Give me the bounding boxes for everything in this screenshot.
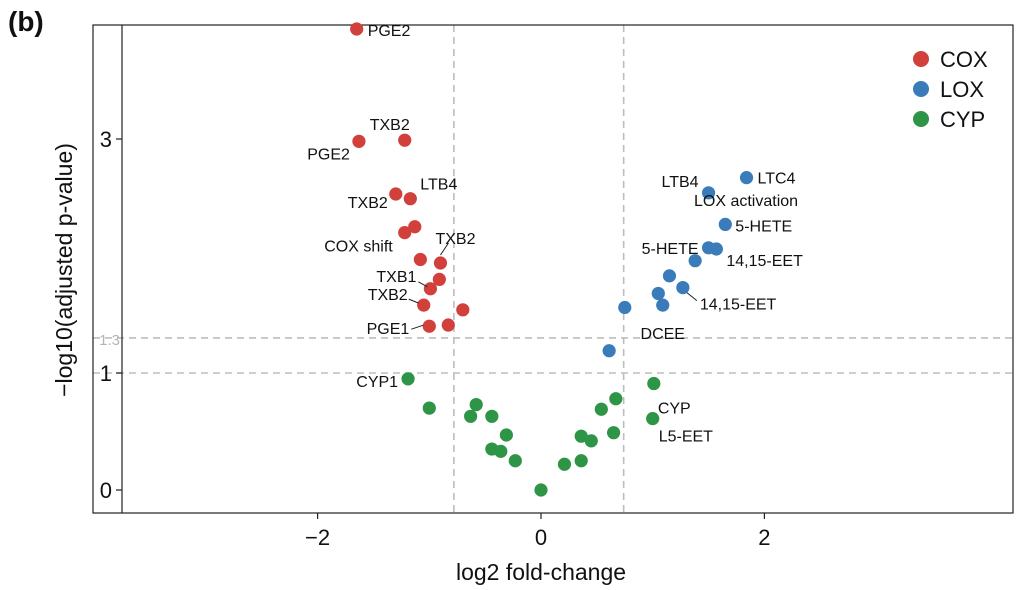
- cox-point: [389, 187, 403, 201]
- point-label: LTC4: [758, 171, 796, 188]
- cyp-point: [557, 457, 572, 471]
- point-label: PGE1: [367, 321, 410, 338]
- cox-point: [441, 318, 455, 332]
- lox-point: [688, 254, 702, 268]
- point-label: TXB2: [348, 195, 388, 212]
- point-label: DCEE: [641, 326, 685, 343]
- lox-point: [602, 344, 616, 358]
- point-label: CYP1: [356, 374, 398, 391]
- legend-marker-lox: [913, 81, 929, 97]
- legend-label-cox: COX: [940, 47, 988, 72]
- cox-point: [350, 22, 364, 36]
- cox-point: [432, 272, 446, 286]
- cyp-point: [469, 397, 483, 412]
- cox-point: [422, 319, 436, 333]
- label-leader-line: [418, 281, 428, 288]
- legend-label-cyp: CYP: [940, 107, 985, 132]
- cox-point: [433, 256, 448, 270]
- cyp-point: [607, 426, 621, 440]
- y-tick-label: 1: [100, 361, 112, 386]
- label-leader-line: [440, 242, 449, 256]
- cyp-point: [594, 402, 608, 416]
- legend: COX LOX CYP: [913, 47, 988, 132]
- lox-point: [618, 300, 632, 315]
- lox-point: [709, 242, 723, 256]
- cyp-point: [485, 409, 499, 423]
- x-tick-label: −2: [305, 525, 330, 550]
- point-label: COX shift: [324, 239, 393, 256]
- cyp-point: [499, 428, 513, 442]
- cox-point: [423, 282, 438, 296]
- cyp-point: [422, 401, 436, 415]
- cox-point: [413, 252, 427, 267]
- cox-point: [403, 192, 417, 206]
- lox-point: [651, 286, 665, 301]
- annotation-lox-activation: LOX activation: [694, 193, 798, 210]
- axes: −2 0 2 0 1 3 1.3 log2 fold-change −log10(adjuste…: [51, 25, 771, 585]
- point-label: 14,15-EET: [700, 297, 777, 314]
- cox-point: [456, 303, 470, 317]
- lox-point: [656, 298, 670, 312]
- point-label: CYP: [658, 401, 691, 418]
- threshold-lines: [93, 25, 1013, 513]
- data-points: [350, 22, 754, 497]
- cyp-point: [647, 376, 661, 391]
- point-label: TXB2: [435, 231, 475, 248]
- lox-point: [739, 171, 754, 185]
- label-leader-line: [686, 292, 698, 301]
- plot-frame: [92, 24, 1014, 514]
- lox-point: [662, 269, 677, 283]
- lox-point: [718, 217, 732, 232]
- legend-marker-cox: [913, 51, 929, 67]
- point-label: LTB4: [420, 177, 457, 194]
- label-leader-line: [411, 324, 424, 330]
- cyp-point: [574, 454, 588, 468]
- panel-label: (b): [8, 6, 44, 37]
- point-label: L5-EET: [659, 429, 713, 446]
- y-axis-label: −log10(adjusted p-value): [51, 143, 77, 397]
- point-label: PGE2: [307, 146, 350, 163]
- point-label: PGE2: [368, 23, 411, 40]
- y-tick-label: 0: [100, 478, 112, 503]
- point-label: 5-HETE: [735, 218, 792, 235]
- cyp-point: [494, 444, 508, 458]
- cyp-point: [464, 409, 478, 423]
- lox-point: [676, 280, 690, 295]
- cox-point: [417, 298, 431, 312]
- cyp-point: [401, 372, 415, 386]
- cyp-point: [574, 429, 588, 443]
- point-label: TXB2: [370, 117, 410, 134]
- point-label: LTB4: [661, 174, 698, 191]
- cyp-point: [584, 434, 598, 448]
- legend-marker-cyp: [913, 111, 929, 127]
- point-label: 14,15-EET: [726, 253, 803, 270]
- x-tick-label: 0: [535, 525, 547, 550]
- threshold-label: 1.3: [99, 332, 120, 349]
- y-tick-label: 3: [100, 127, 112, 152]
- cox-point: [352, 134, 366, 148]
- x-axis-label: log2 fold-change: [456, 559, 626, 585]
- point-label: 5-HETE: [642, 241, 699, 258]
- cyp-point: [508, 454, 522, 468]
- point-label: TXB2: [368, 287, 408, 304]
- cyp-point: [646, 412, 660, 426]
- cox-point: [408, 220, 422, 234]
- cox-point: [398, 226, 412, 240]
- legend-label-lox: LOX: [940, 77, 984, 102]
- x-tick-label: 2: [758, 525, 770, 550]
- lox-point: [701, 186, 716, 200]
- point-label: TXB1: [376, 269, 416, 286]
- cyp-point: [534, 483, 548, 497]
- cyp-point: [609, 392, 623, 406]
- cox-point: [398, 133, 412, 147]
- label-leader-line: [408, 298, 419, 304]
